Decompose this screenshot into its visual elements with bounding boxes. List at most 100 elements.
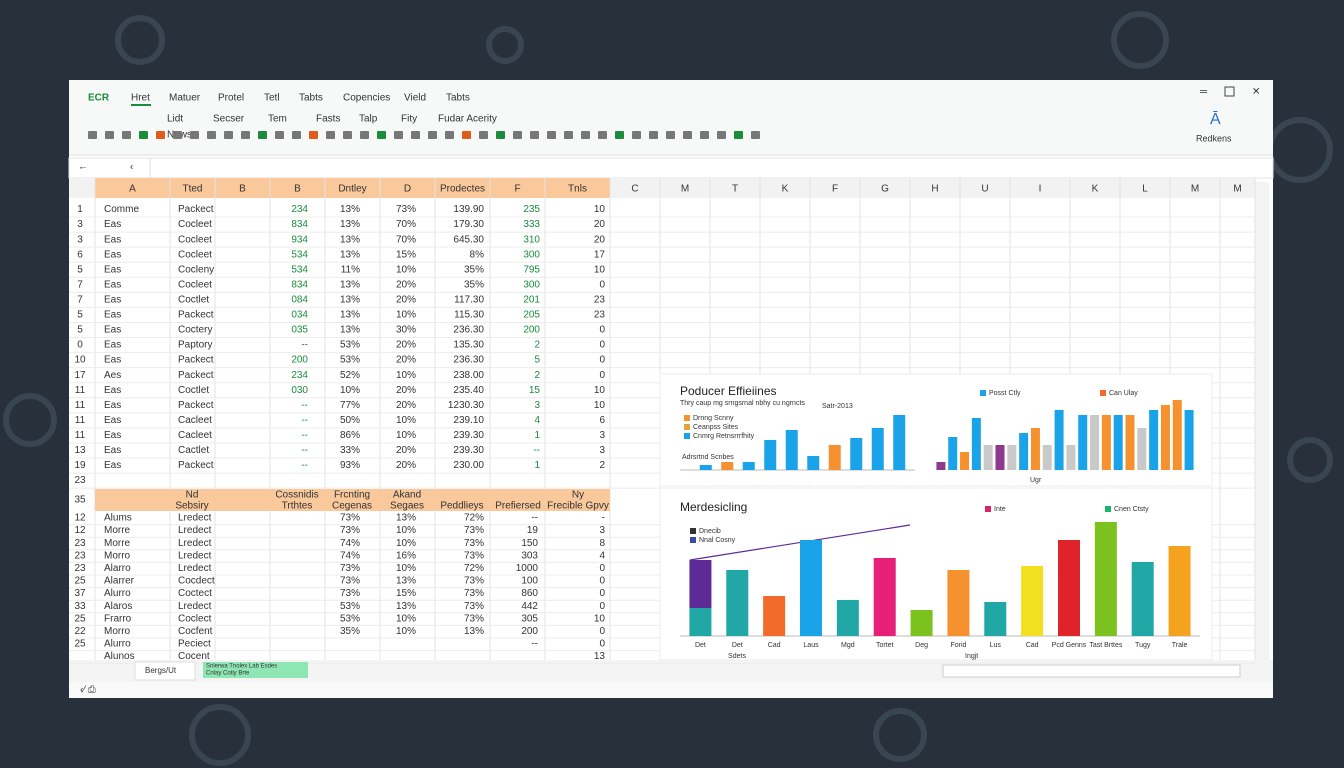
cell[interactable]: 10 (74, 355, 86, 366)
cell[interactable]: 73% (464, 601, 484, 612)
cell[interactable]: 7 (77, 295, 83, 306)
cell[interactable]: 74% (340, 550, 360, 561)
cell[interactable]: Eas (104, 385, 121, 396)
cell[interactable]: 8% (470, 249, 485, 260)
tool-icon[interactable] (496, 131, 505, 139)
cell[interactable]: 17 (594, 249, 606, 260)
tool-icon[interactable] (564, 131, 573, 139)
tool-icon[interactable] (173, 131, 182, 139)
cell[interactable]: 235.40 (453, 385, 484, 396)
cell[interactable]: Lredect (178, 525, 212, 536)
column-header[interactable]: G (881, 184, 889, 195)
tool-icon[interactable] (139, 131, 148, 139)
tool-icon[interactable] (547, 131, 556, 139)
back-icon[interactable]: ← (78, 162, 88, 173)
cell[interactable]: 11% (341, 264, 360, 275)
cell[interactable]: - (602, 513, 605, 524)
cell[interactable]: 17 (74, 370, 86, 381)
cell[interactable]: 10% (396, 370, 416, 381)
cell[interactable]: Alarrer (104, 576, 135, 587)
column-header[interactable]: Sebsiry (175, 501, 208, 512)
cell[interactable]: 30% (396, 325, 416, 336)
cell[interactable]: 25 (74, 576, 86, 587)
cell[interactable]: 19 (527, 525, 539, 536)
cell[interactable]: 10% (396, 430, 416, 441)
cell[interactable]: 73% (464, 613, 484, 624)
menu-item[interactable]: Tabts (446, 93, 470, 104)
tool-icon[interactable] (445, 131, 454, 139)
cell[interactable]: 0 (599, 355, 605, 366)
tool-icon[interactable] (224, 131, 233, 139)
tool-icon[interactable] (377, 131, 386, 139)
cell[interactable]: 034 (291, 310, 308, 321)
sheet-tab[interactable] (134, 661, 196, 681)
cell[interactable]: 10 (594, 264, 606, 275)
cell[interactable]: 20% (396, 460, 416, 471)
cell[interactable]: 73% (396, 204, 416, 215)
cell[interactable]: Eas (104, 295, 121, 306)
cell[interactable]: Alunos (104, 651, 135, 662)
cell[interactable]: Packect (178, 400, 214, 411)
cell[interactable]: 33% (340, 445, 360, 456)
cell[interactable]: 795 (523, 264, 540, 275)
cell[interactable]: -- (301, 415, 308, 426)
sheet-tab-label[interactable]: Bergs/Ut (145, 666, 177, 675)
cell[interactable]: Morre (104, 538, 131, 549)
column-header[interactable]: Cegenas (332, 501, 372, 512)
cell[interactable]: Eas (104, 310, 121, 321)
cell[interactable]: 303 (521, 550, 538, 561)
cell[interactable]: 20 (594, 234, 606, 245)
cell[interactable]: 53% (340, 601, 360, 612)
cell[interactable]: 15% (396, 588, 416, 599)
cell[interactable]: Cocfent (178, 626, 213, 637)
nav-icon[interactable]: ‹ (130, 162, 133, 173)
column-header[interactable]: D (404, 184, 411, 195)
column-header[interactable]: Cossnidis (275, 490, 318, 501)
cell[interactable]: Frarro (104, 613, 132, 624)
cell[interactable]: 3 (599, 525, 605, 536)
tool-icon[interactable] (581, 131, 590, 139)
cell[interactable]: 13% (340, 279, 360, 290)
cell[interactable]: 0 (599, 563, 605, 574)
cell[interactable]: 4 (534, 415, 540, 426)
tool-icon[interactable] (258, 131, 267, 139)
cell[interactable]: Eas (104, 355, 121, 366)
cell[interactable]: 645.30 (453, 234, 484, 245)
cell[interactable]: Eas (104, 430, 121, 441)
cell[interactable]: Peciect (178, 639, 211, 650)
cell[interactable]: Eas (104, 415, 121, 426)
cell[interactable]: 200 (521, 626, 538, 637)
cell[interactable]: 10% (396, 626, 416, 637)
cell[interactable]: 10% (396, 264, 416, 275)
cell[interactable]: 13% (396, 601, 416, 612)
column-header[interactable]: T (732, 184, 738, 195)
cell[interactable]: 10 (594, 385, 606, 396)
tool-icon[interactable] (632, 131, 641, 139)
cell[interactable]: 20% (396, 279, 416, 290)
tool-icon[interactable] (105, 131, 114, 139)
column-header[interactable]: L (1142, 184, 1148, 195)
cell[interactable]: 1 (77, 204, 83, 215)
cell[interactable]: 201 (523, 295, 540, 306)
cell[interactable]: 230.00 (453, 460, 484, 471)
cell[interactable]: 1230.30 (448, 400, 485, 411)
cell[interactable]: 1 (534, 460, 540, 471)
cell[interactable]: 12 (74, 513, 86, 524)
tool-icon[interactable] (241, 131, 250, 139)
maximize[interactable] (1224, 86, 1235, 97)
cell[interactable]: 52% (340, 370, 360, 381)
ribbon-label[interactable]: Fasts (316, 114, 340, 125)
cell[interactable]: 74% (340, 538, 360, 549)
ribbon-label[interactable]: Secser (213, 114, 245, 125)
cell[interactable]: 236.30 (453, 355, 484, 366)
cell[interactable]: 8 (599, 538, 605, 549)
cell[interactable]: 234 (291, 370, 308, 381)
cell[interactable]: 13% (396, 576, 416, 587)
cell[interactable]: Packect (178, 460, 214, 471)
cell[interactable]: 236.30 (453, 325, 484, 336)
cell[interactable]: 86% (340, 430, 360, 441)
cell[interactable]: 5 (77, 264, 83, 275)
cell[interactable]: Lredect (178, 550, 212, 561)
cell[interactable]: 310 (523, 234, 540, 245)
account-icon[interactable]: Ā (1210, 110, 1221, 128)
